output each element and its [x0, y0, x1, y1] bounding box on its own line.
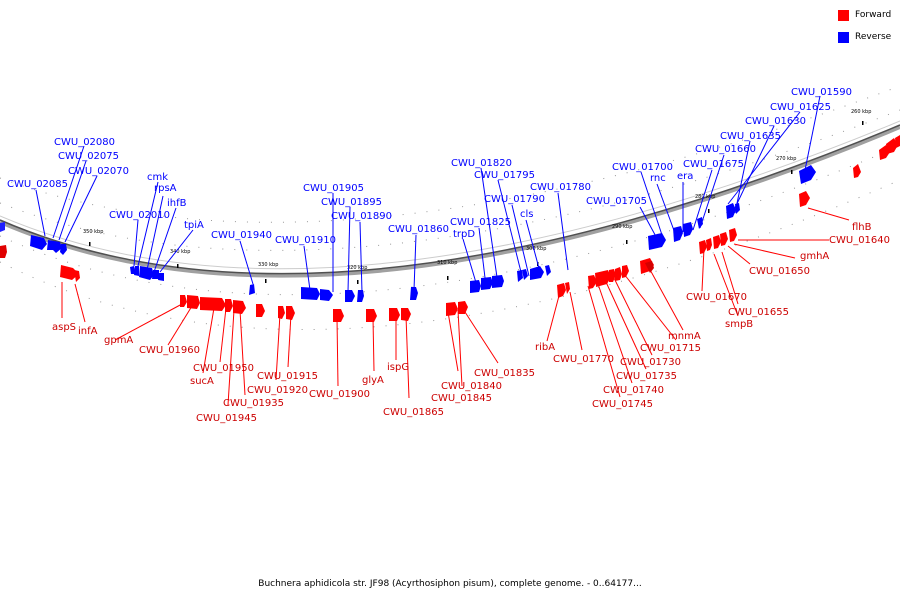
gene-label: CWU_01670: [686, 292, 747, 303]
gene-label: CWU_01655: [728, 307, 789, 318]
forward-labels: aspS infA gpmA CWU_01960 sucA CWU_01950 …: [52, 222, 890, 424]
gene-label: CWU_01950: [193, 363, 254, 374]
gene-label: cls: [520, 209, 534, 220]
gene-label: flhB: [852, 222, 872, 233]
gene-label: CWU_01740: [603, 385, 664, 396]
reverse-swatch: [838, 31, 849, 43]
gene-label: CWU_01650: [749, 266, 810, 277]
gene-label: gmhA: [800, 251, 829, 262]
gene-label: era: [677, 171, 693, 182]
gene-label: CWU_01890: [331, 211, 392, 222]
gene-label: rpsA: [154, 183, 177, 194]
gene-label: infA: [78, 326, 98, 337]
gene-label: glyA: [362, 375, 384, 386]
gene-label: ribA: [535, 342, 555, 353]
gene-label: CWU_01745: [592, 399, 653, 410]
gene-label: CWU_02070: [68, 166, 129, 177]
gene-label: CWU_01705: [586, 196, 647, 207]
tick-label: 310 kbp: [437, 260, 457, 266]
gene-label: CWU_01900: [309, 389, 370, 400]
leader-lines-reverse: [35, 95, 821, 293]
gene-label: CWU_01590: [791, 87, 852, 98]
gene-label: ispG: [387, 362, 409, 373]
legend-reverse-label: Reverse: [855, 32, 892, 42]
gene-label: CWU_01945: [196, 413, 257, 424]
gene-label: aspS: [52, 322, 76, 333]
gene-label: tpiA: [184, 220, 204, 231]
gene-label: CWU_02080: [54, 137, 115, 148]
tick-label: 340 kbp: [170, 249, 190, 255]
gene-label: trpD: [453, 229, 475, 240]
gene-label: CWU_01780: [530, 182, 591, 193]
backbone: [0, 120, 900, 278]
gene-label: CWU_01920: [247, 385, 308, 396]
tick-label: 300 kbp: [526, 246, 546, 252]
gene-label: CWU_01675: [683, 159, 744, 170]
gene-label: CWU_01635: [720, 131, 781, 142]
gene-label: CWU_01960: [139, 345, 200, 356]
gene-label: CWU_01730: [620, 357, 681, 368]
gene-label: CWU_01640: [829, 235, 890, 246]
gene-label: CWU_01860: [388, 224, 449, 235]
tick-label: 260 kbp: [851, 109, 871, 115]
gene-label: CWU_01910: [275, 235, 336, 246]
gene-label: CWU_01790: [484, 194, 545, 205]
gene-label: gpmA: [104, 335, 133, 346]
tick-label: 320 kbp: [347, 265, 367, 271]
gene-label: CWU_01715: [640, 343, 701, 354]
gene-label: CWU_01840: [441, 381, 502, 392]
gene-label: CWU_01820: [451, 158, 512, 169]
legend-forward-label: Forward: [855, 10, 892, 20]
forward-swatch: [838, 9, 849, 21]
gene-label: CWU_01625: [770, 102, 831, 113]
tick-marks: 350 kbp 340 kbp 330 kbp 320 kbp 310 kbp …: [83, 109, 871, 284]
gene-label: CWU_01835: [474, 368, 535, 379]
map-caption: Buchnera aphidicola str. JF98 (Acyrthosi…: [258, 579, 642, 589]
leader-lines-forward: [61, 207, 850, 406]
gene-label: CWU_02085: [7, 179, 68, 190]
gene-label: CWU_01865: [383, 407, 444, 418]
gene-label: mnmA: [668, 331, 701, 342]
tick-label: 290 kbp: [612, 224, 632, 230]
legend-forward: Forward: [838, 8, 891, 22]
gene-label: CWU_01735: [616, 371, 677, 382]
reverse-features: [0, 165, 816, 302]
gene-label: rnc: [650, 173, 666, 184]
gene-label: CWU_01915: [257, 371, 318, 382]
gene-label: CWU_02010: [109, 210, 170, 221]
reverse-labels: CWU_02085 CWU_02080 CWU_02075 CWU_02070 …: [7, 87, 852, 246]
gene-label: CWU_01700: [612, 162, 673, 173]
gene-label: smpB: [725, 319, 753, 330]
gene-label: CWU_01905: [303, 183, 364, 194]
gene-label: CWU_01660: [695, 144, 756, 155]
gene-label: CWU_01935: [223, 398, 284, 409]
gene-label: CWU_01825: [450, 217, 511, 228]
gene-label: CWU_01940: [211, 230, 272, 241]
gene-label: cmk: [147, 172, 168, 183]
gene-label: ihfB: [167, 198, 187, 209]
legend: Forward Reverse: [838, 8, 891, 52]
gene-label: CWU_01845: [431, 393, 492, 404]
forward-features: [0, 135, 900, 322]
gene-label: CWU_01770: [553, 354, 614, 365]
tick-label: 330 kbp: [258, 262, 278, 268]
legend-reverse: Reverse: [838, 30, 891, 44]
gene-label: CWU_01795: [474, 170, 535, 181]
tick-label: 280 kbp: [695, 194, 715, 200]
tick-label: 350 kbp: [83, 229, 103, 235]
gene-label: CWU_01630: [745, 116, 806, 127]
tick-label: 270 kbp: [776, 156, 796, 162]
gene-label: sucA: [190, 376, 214, 387]
gene-label: CWU_02075: [58, 151, 119, 162]
gene-label: CWU_01895: [321, 197, 382, 208]
